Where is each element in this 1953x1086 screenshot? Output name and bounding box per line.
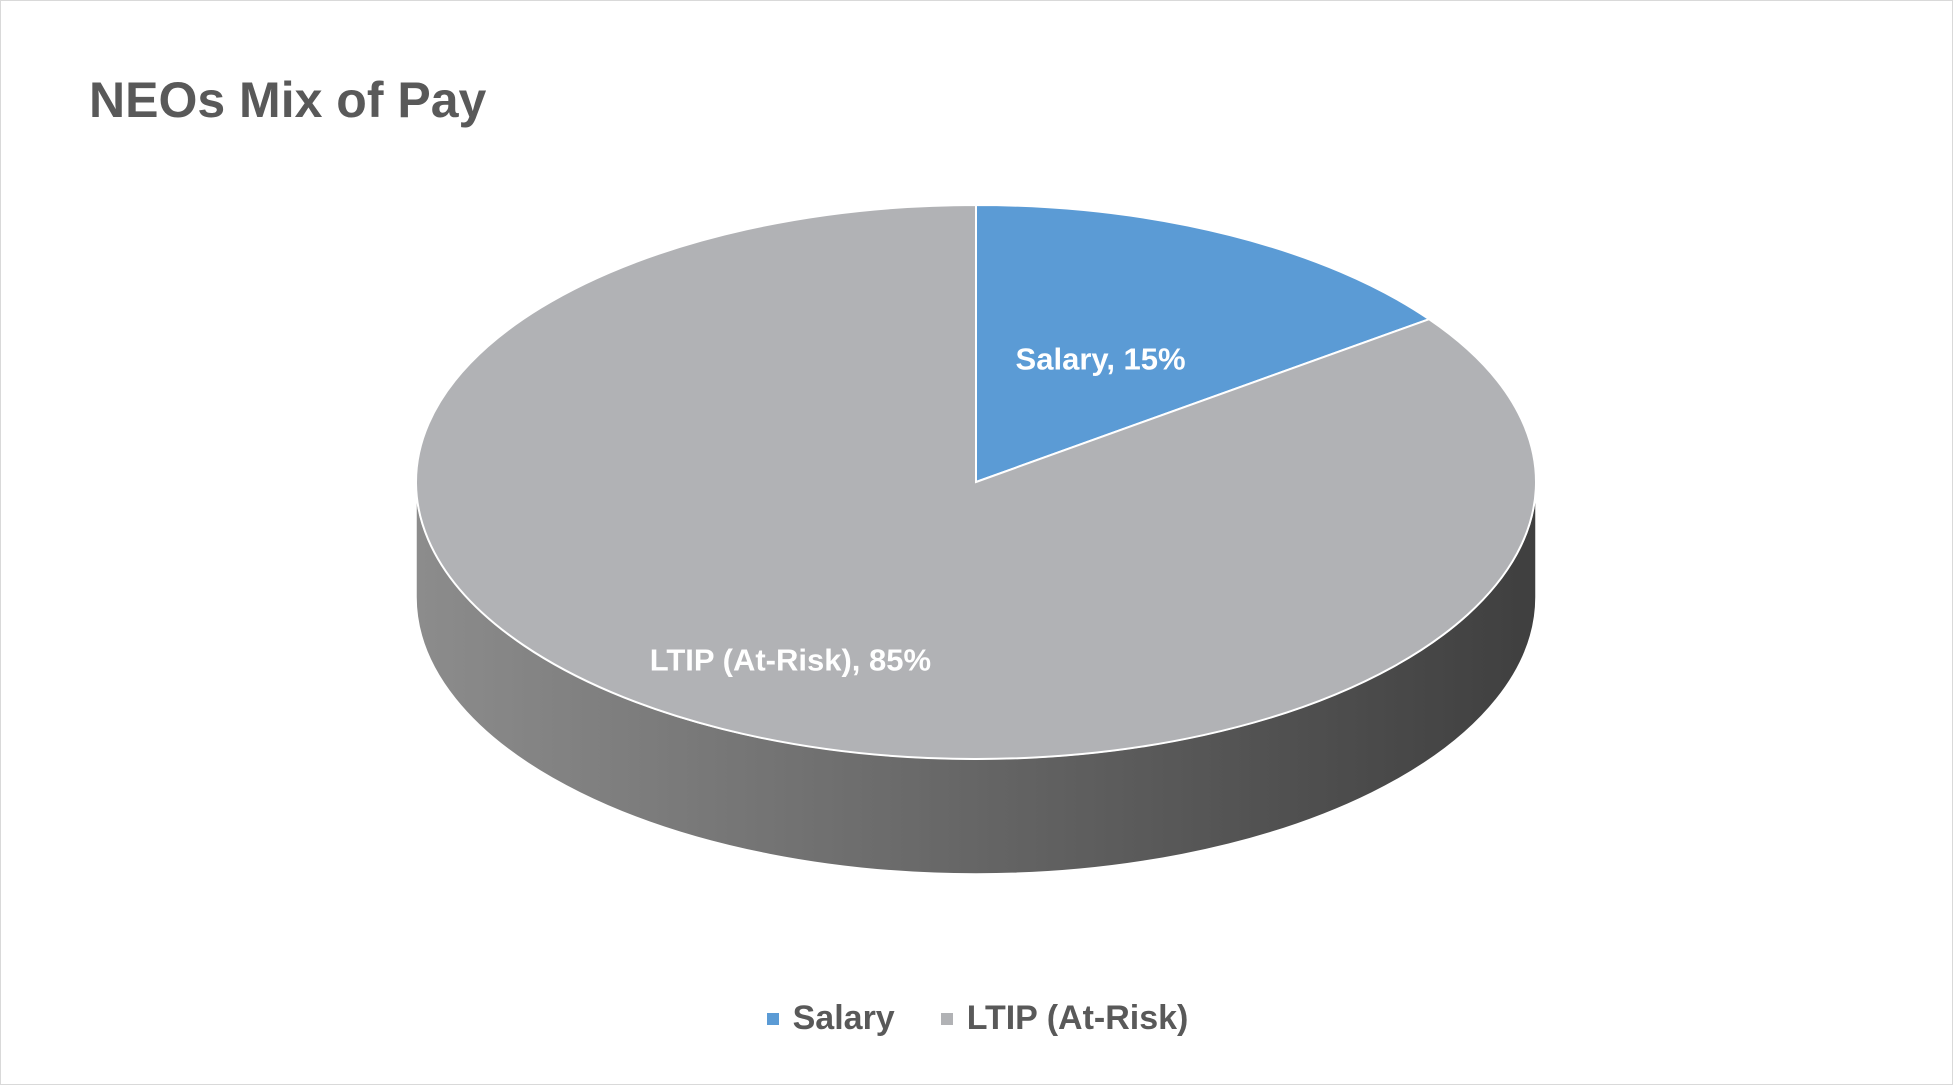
legend-swatch-ltip xyxy=(940,1012,953,1025)
legend-entry-salary[interactable]: Salary xyxy=(766,999,895,1038)
data-label-salary: Salary, 15% xyxy=(1016,341,1186,376)
data-label-ltip: LTIP (At-Risk), 85% xyxy=(650,642,931,677)
legend: Salary LTIP (At-Risk) xyxy=(1,999,1953,1038)
legend-entry-ltip[interactable]: LTIP (At-Risk) xyxy=(940,999,1189,1038)
legend-swatch-salary xyxy=(766,1012,779,1025)
pie-slice-salary[interactable] xyxy=(975,203,1432,484)
legend-label-ltip: LTIP (At-Risk) xyxy=(966,999,1189,1037)
legend-label-salary: Salary xyxy=(792,999,895,1037)
chart-title: NEOs Mix of Pay xyxy=(89,72,487,128)
pie-slice-ltip[interactable] xyxy=(415,203,1537,760)
